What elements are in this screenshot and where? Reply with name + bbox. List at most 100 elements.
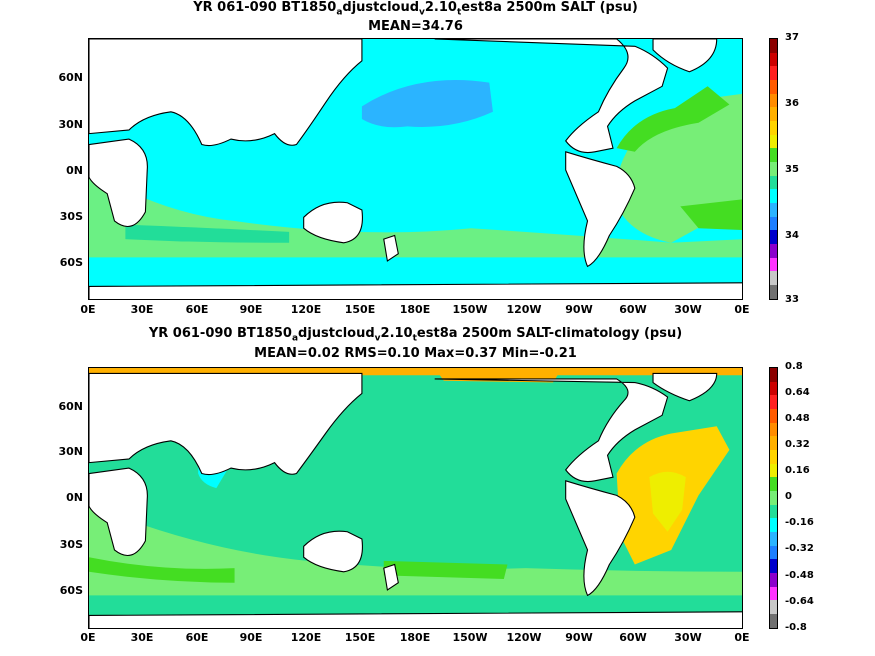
colorbar-swatch (770, 39, 777, 53)
colorbar-swatch (770, 175, 777, 190)
colorbar-label: 0.64 (785, 387, 810, 398)
panel1-map (88, 38, 743, 300)
y-tick-0n: 0N (66, 491, 83, 504)
colorbar-swatch (770, 244, 777, 258)
colorbar-label: 35 (785, 164, 799, 175)
colorbar-swatch (770, 600, 777, 615)
x-tick: 30E (130, 631, 154, 644)
colorbar-swatch (770, 134, 777, 149)
panel1-colorbar (769, 38, 778, 300)
x-tick: 0E (734, 303, 750, 316)
colorbar-swatch (770, 381, 777, 396)
panel2-map (88, 367, 743, 629)
colorbar-swatch (770, 52, 777, 67)
colorbar-label: 34 (785, 230, 799, 241)
x-tick: 60W (619, 631, 647, 644)
y-tick-60s: 60S (59, 256, 83, 269)
y-tick-30n: 30N (58, 118, 83, 131)
colorbar-label: 0.48 (785, 413, 810, 424)
colorbar-swatch (770, 422, 777, 437)
x-tick: 30E (130, 303, 154, 316)
x-tick: 90E (239, 631, 263, 644)
colorbar-swatch (770, 614, 777, 628)
colorbar-label: 0.8 (785, 361, 803, 372)
salt-map-top (89, 39, 742, 299)
x-tick: 120W (506, 303, 542, 316)
colorbar-swatch (770, 586, 777, 601)
y-tick-30n: 30N (58, 445, 83, 458)
colorbar-swatch (770, 80, 777, 94)
panel2-colorbar (769, 367, 778, 629)
colorbar-swatch (770, 107, 777, 122)
y-tick-30s: 30S (59, 210, 83, 223)
x-tick: 120E (290, 303, 322, 316)
colorbar-swatch (770, 504, 777, 519)
panel1-title: YR 061-090 BT1850adjustcloudv2.10test8a … (193, 0, 638, 18)
colorbar-swatch (770, 203, 777, 217)
colorbar-swatch (770, 189, 777, 204)
x-tick: 60W (619, 303, 647, 316)
colorbar-swatch (770, 121, 777, 135)
colorbar-label: -0.64 (785, 596, 814, 607)
colorbar-swatch (770, 271, 777, 286)
y-tick-30s: 30S (59, 538, 83, 551)
colorbar-swatch (770, 66, 777, 81)
colorbar-swatch (770, 148, 777, 163)
x-tick: 120E (290, 631, 322, 644)
colorbar-label: 36 (785, 98, 799, 109)
colorbar-swatch (770, 545, 777, 560)
salt-anomaly-map (89, 368, 742, 628)
continents (89, 39, 742, 299)
colorbar-swatch (770, 257, 777, 272)
colorbar-swatch (770, 285, 777, 299)
x-tick: 30W (674, 303, 702, 316)
colorbar-swatch (770, 162, 777, 176)
y-tick-0n: 0N (66, 164, 83, 177)
colorbar-swatch (770, 436, 777, 451)
colorbar-swatch (770, 409, 777, 423)
colorbar-swatch (770, 93, 777, 108)
x-tick: 180E (399, 631, 431, 644)
x-tick: 150W (452, 631, 488, 644)
x-tick: 180E (399, 303, 431, 316)
y-tick-60n: 60N (58, 400, 83, 413)
colorbar-swatch (770, 450, 777, 464)
colorbar-label: 37 (785, 32, 799, 43)
colorbar-swatch (770, 491, 777, 505)
x-tick: 120W (506, 631, 542, 644)
colorbar-label: 0.32 (785, 439, 810, 450)
x-tick: 90W (565, 631, 593, 644)
colorbar-swatch (770, 463, 777, 478)
x-tick: 90W (565, 303, 593, 316)
colorbar-label: -0.32 (785, 543, 814, 554)
colorbar-swatch (770, 395, 777, 410)
colorbar-swatch (770, 230, 777, 245)
colorbar-label: -0.16 (785, 517, 814, 528)
x-tick: 90E (239, 303, 263, 316)
x-tick: 30W (674, 631, 702, 644)
x-tick: 0E (80, 631, 96, 644)
x-tick: 150E (344, 303, 376, 316)
colorbar-swatch (770, 368, 777, 382)
x-tick: 0E (734, 631, 750, 644)
colorbar-swatch (770, 216, 777, 231)
panel1-stats: MEAN=34.76 (368, 19, 463, 34)
colorbar-swatch (770, 477, 777, 492)
colorbar-label: 0 (785, 491, 792, 502)
x-tick: 60E (185, 303, 209, 316)
colorbar-label: -0.48 (785, 570, 814, 581)
colorbar-label: -0.8 (785, 622, 807, 633)
colorbar-label: 33 (785, 294, 799, 305)
panel2-stats: MEAN=0.02 RMS=0.10 Max=0.37 Min=-0.21 (254, 346, 577, 361)
y-tick-60n: 60N (58, 71, 83, 84)
colorbar-swatch (770, 573, 777, 587)
colorbar-swatch (770, 518, 777, 533)
y-tick-60s: 60S (59, 584, 83, 597)
salinity-anomaly-regions (89, 80, 742, 258)
x-tick: 150W (452, 303, 488, 316)
x-tick: 0E (80, 303, 96, 316)
panel2-title: YR 061-090 BT1850adjustcloudv2.10test8a … (148, 326, 683, 344)
colorbar-swatch (770, 559, 777, 574)
colorbar-label: 0.16 (785, 465, 810, 476)
colorbar-swatch (770, 532, 777, 546)
